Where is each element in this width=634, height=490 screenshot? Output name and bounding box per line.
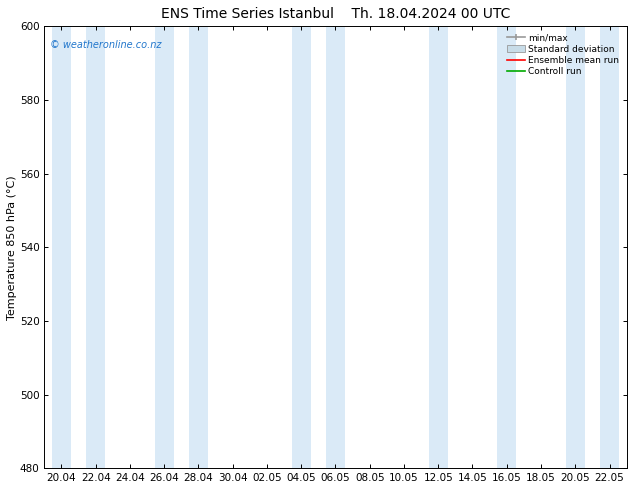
Bar [429,26,448,468]
Bar [86,26,105,468]
Legend: min/max, Standard deviation, Ensemble mean run, Controll run: min/max, Standard deviation, Ensemble me… [504,31,622,79]
Bar [326,26,345,468]
Bar [189,26,208,468]
Bar [497,26,516,468]
Text: © weatheronline.co.nz: © weatheronline.co.nz [50,40,162,49]
Title: ENS Time Series Istanbul    Th. 18.04.2024 00 UTC: ENS Time Series Istanbul Th. 18.04.2024 … [161,7,510,21]
Y-axis label: Temperature 850 hPa (°C): Temperature 850 hPa (°C) [7,175,17,319]
Bar [292,26,311,468]
Bar [600,26,619,468]
Bar [566,26,585,468]
Bar [155,26,174,468]
Bar [52,26,71,468]
